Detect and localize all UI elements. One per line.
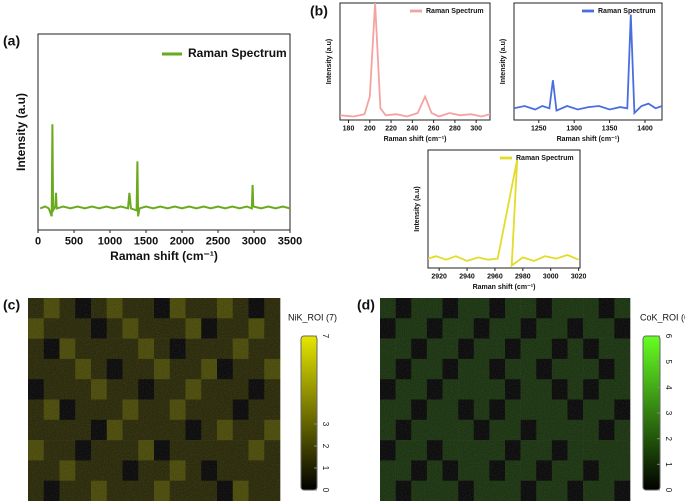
plot-frame <box>37 33 291 231</box>
x-tick-label: 240 <box>406 126 418 133</box>
x-tick-label: 2940 <box>459 274 475 281</box>
legend-label: Raman Spectrum <box>426 8 484 15</box>
x-tick-label: 2500 <box>206 236 230 248</box>
panel-label: (c) <box>3 297 20 313</box>
panel-label: (d) <box>357 297 375 313</box>
colorbar-label: CoK_ROI (6) <box>640 312 685 322</box>
x-tick-label: 220 <box>385 126 397 133</box>
colorbar-tick-label: 4 <box>664 385 673 390</box>
x-tick-label: 200 <box>364 126 376 133</box>
colorbar-tick-label: 2 <box>321 444 330 449</box>
x-tick-label: 2960 <box>487 274 503 281</box>
texture <box>28 298 280 501</box>
plot-frame <box>339 2 491 121</box>
legend-label: Raman Spectrum <box>516 155 574 162</box>
x-tick-label: 1250 <box>531 126 547 133</box>
x-tick-label: 2980 <box>515 274 531 281</box>
x-tick-label: 260 <box>428 126 440 133</box>
colorbar-tick-label: 1 <box>664 462 673 467</box>
x-tick-label: 280 <box>449 126 461 133</box>
x-tick-label: 500 <box>65 236 83 248</box>
x-tick-label: 3000 <box>242 236 266 248</box>
x-axis-label: Raman shift (cm⁻¹) <box>557 136 620 143</box>
x-tick-label: 300 <box>470 126 482 133</box>
x-tick-label: 1350 <box>602 126 618 133</box>
colorbar-tick-label: 0 <box>321 488 330 493</box>
colorbar <box>300 335 318 491</box>
x-tick-label: 180 <box>343 126 355 133</box>
panel-label: (a) <box>3 33 20 49</box>
line-series <box>340 2 490 118</box>
x-tick-label: 1500 <box>134 236 158 248</box>
x-tick-label: 2920 <box>431 274 447 281</box>
legend-label: Raman Spectrum <box>188 46 287 60</box>
y-axis-label: Intensity (a.u) <box>14 93 28 171</box>
x-axis-label: Raman shift (cm⁻¹) <box>473 284 536 291</box>
y-axis-label: Intensity (a.u) <box>414 186 421 232</box>
line-series <box>39 124 290 217</box>
x-axis-label: Raman shift (cm⁻¹) <box>110 249 218 263</box>
colorbar-tick-label: 5 <box>664 359 673 364</box>
line-series <box>428 159 579 268</box>
legend-label: Raman Spectrum <box>598 8 656 15</box>
plot-frame <box>513 2 663 121</box>
x-tick-label: 3020 <box>571 274 587 281</box>
x-tick-label: 1000 <box>98 236 122 248</box>
texture <box>380 298 630 501</box>
y-axis-label: Intensity (a.u) <box>500 39 507 85</box>
x-tick-label: 2000 <box>170 236 194 248</box>
colorbar-tick-label: 2 <box>664 436 673 441</box>
colorbar-tick-label: 6 <box>664 334 673 339</box>
line-series <box>514 14 662 116</box>
y-axis-label: Intensity (a.u) <box>326 39 333 85</box>
plot-frame <box>427 149 581 269</box>
colorbar-tick-label: 7 <box>321 334 330 339</box>
colorbar-tick-label: 3 <box>664 411 673 416</box>
x-axis-label: Raman shift (cm⁻¹) <box>384 136 447 143</box>
colorbar-label: NiK_ROI (7) <box>288 312 337 322</box>
colorbar-tick-label: 0 <box>664 488 673 493</box>
x-tick-label: 0 <box>35 236 41 248</box>
colorbar-tick-label: 3 <box>321 422 330 427</box>
x-tick-label: 1300 <box>566 126 582 133</box>
panel-label: (b) <box>310 3 328 19</box>
x-tick-label: 3000 <box>543 274 559 281</box>
x-tick-label: 1400 <box>637 126 653 133</box>
colorbar-tick-label: 1 <box>321 466 330 471</box>
x-tick-label: 3500 <box>278 236 302 248</box>
